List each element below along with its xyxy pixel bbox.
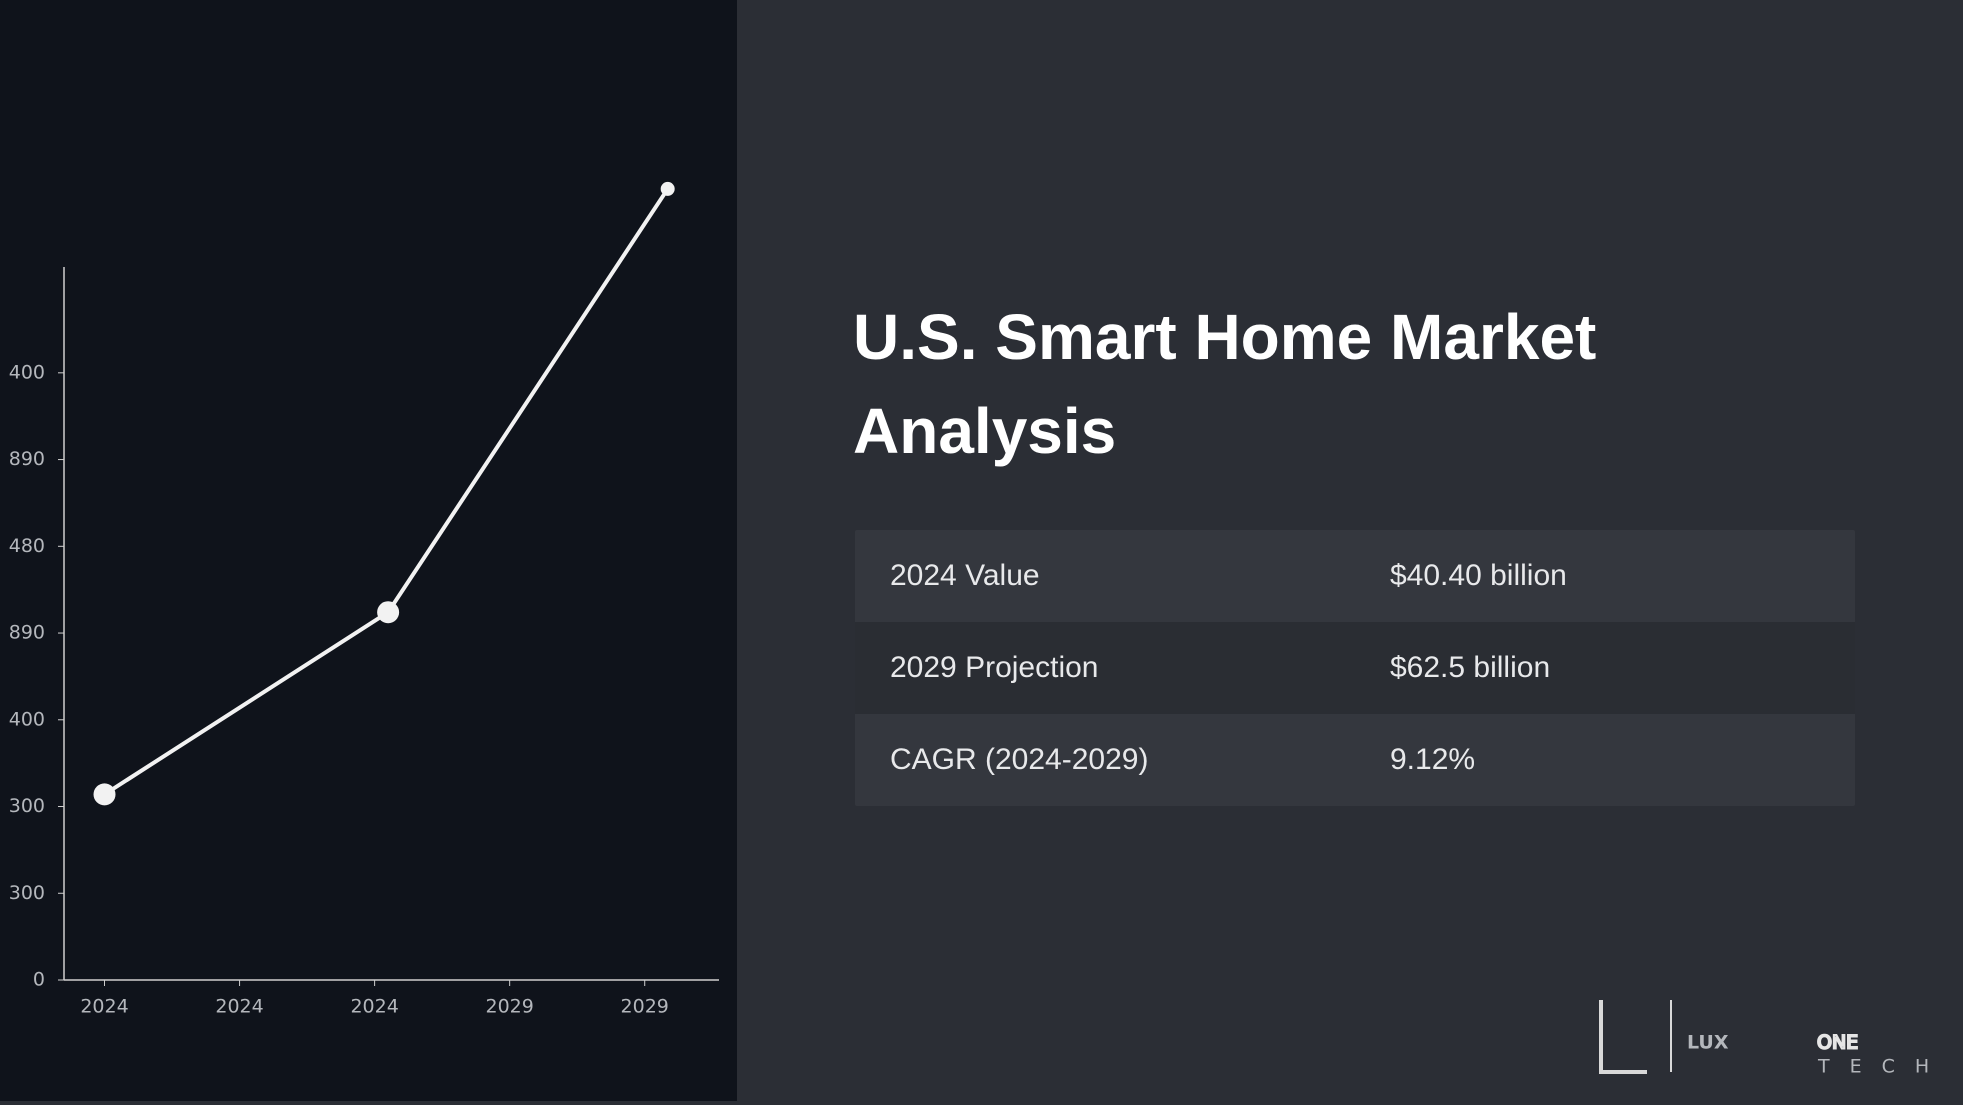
y-tick-label: 400 (9, 708, 45, 730)
table-row: CAGR (2024-2029) 9.12% (855, 714, 1855, 806)
x-tick-label: 2024 (215, 996, 263, 1018)
y-tick-label: 480 (9, 535, 45, 557)
x-tick-label: 2029 (621, 996, 669, 1018)
table-cell: 2029 Projection (890, 651, 1099, 684)
point (660, 181, 675, 196)
x-tick-label: 2029 (485, 996, 533, 1018)
y-tick-label: 0 (33, 969, 45, 991)
data-table: 2024 Value $40.40 billion 2029 Projection $… (853, 528, 1857, 808)
logo: LUX ONE TECH (1599, 1000, 1945, 1076)
table-cell: 9.12% (1390, 743, 1476, 776)
y-tick-label: 400 (9, 361, 45, 383)
title: U.S. Smart Home Market Analysis (853, 301, 1597, 467)
table-cell: CAGR (2024-2029) (890, 743, 1149, 776)
logo-tagline: TECH (1817, 1056, 1945, 1076)
table-row: 2029 Projection $62.5 billion (855, 622, 1855, 714)
point (377, 601, 400, 624)
y-tick-label: 300 (9, 882, 45, 904)
line (103, 187, 670, 797)
logo-brand: LUX (1687, 1032, 1729, 1054)
y-tick-label: 890 (9, 448, 45, 470)
x-tick-label: 2024 (80, 996, 128, 1018)
y-tick-label: 890 (9, 622, 45, 644)
point (93, 783, 116, 806)
logo-brand2: ONE (1817, 1032, 1858, 1054)
table-cell: $40.40 billion (1390, 559, 1567, 592)
chart-panel: 0 300 300 400 890 480 890 400 2024 2024 2024 2029 20… (0, 0, 737, 1101)
logo-bracket (1599, 1000, 1647, 1074)
x-tick-label: 2024 (350, 996, 398, 1018)
table-cell: 2024 Value (890, 559, 1040, 592)
chart: 0 300 300 400 890 480 890 400 2024 2024 2024 2029 20… (9, 181, 719, 1018)
table-row: 2024 Value $40.40 billion (855, 530, 1855, 622)
y-tick-label: 300 (9, 795, 45, 817)
table-cell: $62.5 billion (1390, 651, 1551, 684)
